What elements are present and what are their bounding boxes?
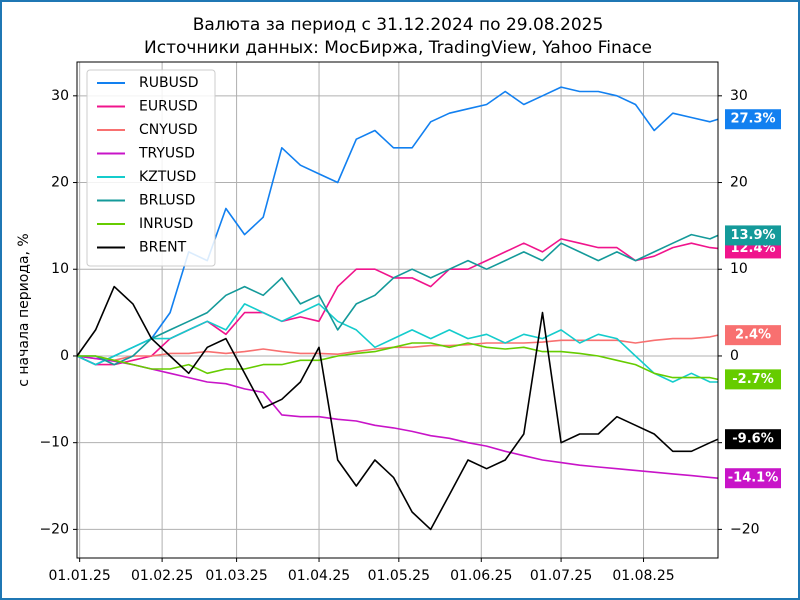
series-line [76,355,719,479]
x-tick-label: 01.06.25 [450,568,512,584]
x-tick-label: 01.03.25 [205,568,267,584]
series-line [77,342,719,381]
x-tick-label: 01.07.25 [530,568,592,584]
end-label-text: -2.7% [732,372,773,387]
x-tick-label: 01.05.25 [368,568,430,584]
end-label-text: 27.3% [730,112,775,127]
legend-label: TRYUSD [138,146,195,162]
legend-label: BRLUSD [139,193,195,209]
end-label: -9.6% [725,429,781,450]
end-label-box [725,109,781,130]
end-label-box [725,369,781,390]
y-tick-label: −10 [39,435,69,451]
x-tick-label: 01.08.25 [612,568,674,584]
y2-tick-label: −20 [730,521,760,537]
chart-subtitle: Источники данных: МосБиржа, TradingView,… [144,38,652,58]
end-label: -14.1% [725,468,781,489]
x-tick-label: 01.02.25 [131,568,193,584]
end-label-box [725,468,781,489]
plot-frame [76,61,719,559]
y-tick-label: 0 [60,348,69,364]
legend: RUBUSD EURUSD CNYUSD TRYUSD KZTUSD BRLUSD INRU… [86,69,216,267]
end-label-box [725,429,781,450]
end-label-box [725,325,781,346]
end-label-text: -14.1% [728,471,779,486]
end-label-text: -9.6% [732,432,773,447]
end-label-text: 13.9% [730,228,775,243]
legend-label: INRUSD [139,216,193,232]
legend-label: KZTUSD [139,169,196,185]
legend-label: CNYUSD [139,122,198,138]
end-label: 2.4% [725,325,781,346]
y2-tick-label: 10 [730,261,748,277]
series-line [76,303,718,383]
series-line [77,233,719,366]
y2-tick-label: 0 [730,348,739,364]
y-tick-label: 10 [51,261,69,277]
end-label: 13.9% [725,225,781,246]
chart-title: Валюта за период с 31.12.2024 по 29.08.2… [193,15,604,35]
end-label: -2.7% [725,369,781,390]
y-tick-label: 20 [51,175,69,191]
y-tick-label: −20 [39,521,69,537]
y-tick-label: 30 [51,88,69,104]
end-label-text: 2.4% [735,328,771,343]
x-tick-label: 01.04.25 [288,568,350,584]
x-tick-label: 01.01.25 [48,568,110,584]
end-label-box [725,225,781,246]
series-line [76,285,719,531]
end-label: 27.3% [725,109,781,130]
legend-box [86,69,216,267]
y2-tick-label: 30 [730,88,748,104]
legend-label: BRENT [139,240,187,256]
y2-tick-label: 20 [730,175,748,191]
legend-label: EURUSD [139,99,198,115]
y-axis-label: с начала периода, % [16,233,32,387]
legend-label: RUBUSD [139,75,199,91]
